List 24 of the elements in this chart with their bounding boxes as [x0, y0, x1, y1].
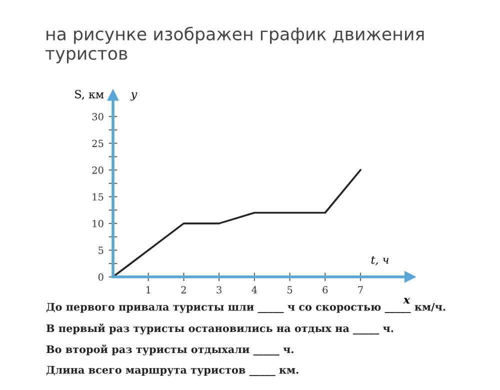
chart-title: на рисунке изображен график движения туристов	[46, 26, 424, 64]
x-tick-label: 3	[216, 286, 222, 294]
x-tick-label: 6	[322, 286, 328, 294]
x-tick-label: 7	[358, 286, 363, 294]
x-tick-label: 5	[288, 286, 292, 294]
text: До первого привала туристы шли _____ ч со скоростью _____ км/ч.	[46, 302, 446, 314]
y-tick-label: 20	[92, 166, 104, 174]
y-tick-label: 30	[92, 113, 104, 120]
x-tick-label: 1	[146, 286, 150, 294]
text: Во второй раз туристы отдыхали _____ ч.	[46, 344, 294, 356]
annotation: y	[130, 92, 138, 101]
x-tick-label: 4	[252, 286, 258, 294]
text: В первый раз туристы остановились на отдых на _____ ч.	[46, 324, 394, 334]
y-tick-label: 5	[98, 246, 104, 254]
y-axis-title: S, км	[75, 90, 104, 100]
y-tick-label: 0	[98, 273, 104, 281]
line-series	[112, 169, 362, 278]
text: x	[403, 298, 410, 304]
y-tick-label: 15	[92, 193, 104, 201]
y-tick-label: 10	[92, 220, 104, 228]
text: Длина всего маршрута туристов _____ км.	[46, 366, 298, 376]
x-axis-title: t, ч	[371, 256, 388, 266]
y-tick-label: 25	[92, 140, 104, 148]
x-tick-label: 2	[181, 286, 186, 294]
